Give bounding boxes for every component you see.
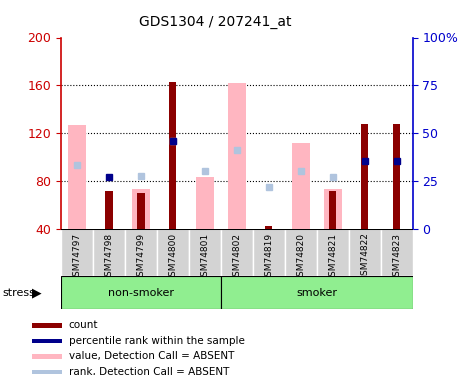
Text: GSM74820: GSM74820 [296,232,305,282]
Bar [292,143,310,229]
Bar [169,82,176,229]
Bar [196,177,214,229]
Text: non-smoker: non-smoker [108,288,174,297]
Bar [361,124,368,229]
Text: GSM74823: GSM74823 [392,232,401,282]
Bar [61,276,221,309]
Bar [228,83,246,229]
Bar [157,229,189,276]
Bar [32,370,62,374]
Text: GSM74801: GSM74801 [200,232,209,282]
Text: ▶: ▶ [32,287,42,300]
Bar [32,339,62,343]
Bar [285,229,317,276]
Text: stress: stress [2,288,35,298]
Text: GSM74819: GSM74819 [265,232,273,282]
Bar [329,190,336,229]
Text: percentile rank within the sample: percentile rank within the sample [69,336,245,346]
Bar [381,229,413,276]
Bar [317,229,349,276]
Text: smoker: smoker [296,288,337,297]
Bar [32,354,62,358]
Text: GSM74799: GSM74799 [136,232,145,282]
Bar [61,229,93,276]
Bar [137,193,144,229]
Text: GSM74800: GSM74800 [168,232,177,282]
Text: GSM74802: GSM74802 [232,232,242,282]
Bar [106,190,113,229]
Bar [265,226,272,229]
Bar [189,229,221,276]
Text: GSM74822: GSM74822 [360,232,369,281]
Bar [324,189,341,229]
Bar [32,323,62,328]
Bar [221,276,413,309]
Text: GSM74797: GSM74797 [72,232,82,282]
Bar [393,124,401,229]
Bar [349,229,381,276]
Text: GDS1304 / 207241_at: GDS1304 / 207241_at [139,15,292,29]
Bar [132,189,150,229]
Bar [68,125,86,229]
Text: GSM74798: GSM74798 [105,232,113,282]
Bar [125,229,157,276]
Text: rank, Detection Call = ABSENT: rank, Detection Call = ABSENT [69,367,229,375]
Bar [93,229,125,276]
Text: count: count [69,321,98,330]
Bar [221,229,253,276]
Text: value, Detection Call = ABSENT: value, Detection Call = ABSENT [69,351,234,361]
Text: GSM74821: GSM74821 [328,232,337,282]
Bar [253,229,285,276]
